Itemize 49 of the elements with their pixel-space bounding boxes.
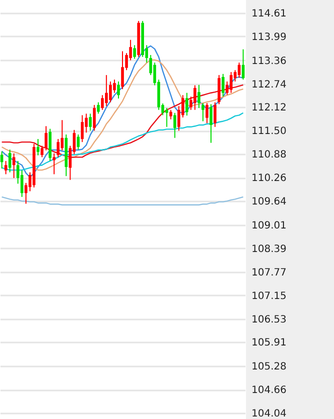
y-tick-label: 112.12	[252, 102, 286, 114]
y-tick-label: 112.74	[252, 79, 286, 90]
candlestick	[202, 102, 204, 122]
candlestick	[40, 145, 44, 158]
line-series	[1, 59, 244, 171]
candlestick	[117, 80, 120, 100]
candlestick	[100, 94, 104, 110]
candlestick	[214, 102, 216, 128]
y-tick-label: 104.66	[252, 385, 286, 396]
candlestick	[198, 84, 200, 108]
y-tick-label: 106.53	[252, 314, 286, 326]
y-tick-label: 105.28	[252, 362, 286, 373]
y-tick-label: 110.26	[252, 173, 286, 184]
candlestick	[109, 80, 112, 103]
y-tick-label: 114.61	[252, 8, 286, 20]
y-tick-label: 105.91	[252, 338, 286, 349]
y-tick-label: 111.50	[252, 126, 286, 138]
candlestick	[222, 73, 224, 98]
candlestick	[218, 74, 220, 105]
y-tick-label: 109.01	[252, 220, 286, 232]
candlestick	[185, 92, 188, 116]
candlestick	[56, 138, 60, 158]
candlestick	[133, 44, 136, 60]
candlestick	[121, 50, 124, 90]
candlestick	[173, 112, 176, 138]
y-tick-label: 110.88	[252, 150, 286, 161]
line-series	[1, 196, 244, 206]
candlestick	[96, 102, 100, 114]
candlestick	[210, 104, 212, 144]
candlestick	[52, 152, 56, 175]
y-tick-label: 107.77	[252, 267, 286, 278]
candlestick	[194, 84, 196, 110]
candlestick	[88, 113, 92, 132]
y-tick-label: 113.36	[252, 56, 286, 67]
candlestick	[105, 74, 108, 107]
y-tick-label: 108.39	[252, 244, 286, 255]
candlestick	[44, 126, 48, 151]
candlestick	[60, 120, 64, 151]
candlestick	[4, 160, 8, 175]
y-tick-label: 113.99	[252, 32, 286, 43]
candlestick	[76, 134, 80, 150]
candlestick	[206, 102, 208, 124]
candlestick	[36, 138, 40, 156]
candlestick	[230, 72, 233, 94]
candlestick	[12, 152, 16, 178]
y-tick-label: 109.64	[252, 196, 286, 208]
y-tick-label: 104.04	[252, 408, 286, 419]
candlestick	[8, 149, 12, 173]
y-tick-label: 107.15	[252, 290, 286, 302]
